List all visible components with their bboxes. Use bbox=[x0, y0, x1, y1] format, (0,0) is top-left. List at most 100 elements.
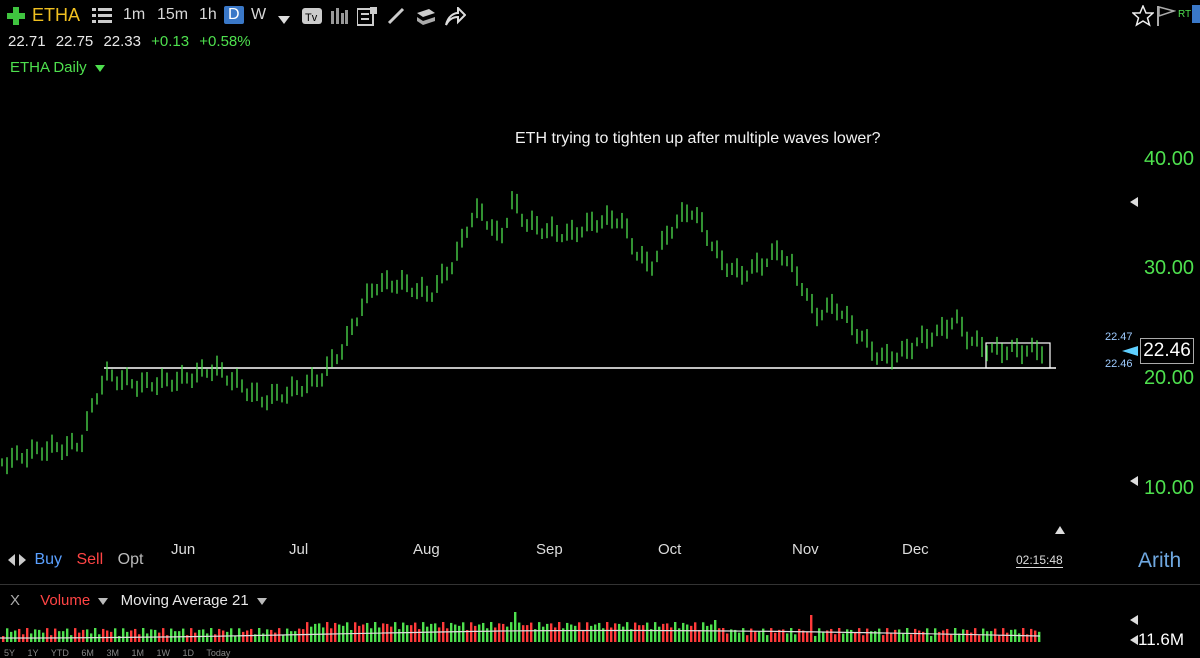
scale-mode-button[interactable]: Arith bbox=[1138, 549, 1182, 572]
indicators-icon[interactable] bbox=[330, 7, 348, 30]
add-study-icon[interactable] bbox=[356, 7, 377, 32]
volume-bar bbox=[514, 612, 517, 642]
volume-bar bbox=[818, 628, 821, 642]
chevron-down-icon[interactable] bbox=[278, 11, 290, 29]
volume-bar bbox=[626, 622, 629, 642]
range-3m[interactable]: 3M bbox=[106, 648, 119, 658]
volume-moving-average-line bbox=[0, 629, 1041, 639]
volume-bar bbox=[614, 623, 617, 642]
volume-bar bbox=[226, 631, 229, 642]
volume-bar bbox=[786, 633, 789, 642]
chevron-down-icon[interactable] bbox=[256, 598, 267, 605]
sell-button[interactable]: Sell bbox=[76, 551, 104, 568]
side-panel-tab[interactable] bbox=[1192, 5, 1200, 23]
scroll-arrows-icon[interactable] bbox=[8, 552, 26, 568]
volume-bar bbox=[302, 629, 305, 642]
volume-bar bbox=[62, 631, 65, 642]
volume-bar bbox=[366, 622, 369, 642]
volume-bar bbox=[846, 629, 849, 642]
timeframe-daily[interactable]: D bbox=[224, 6, 244, 24]
range-1w[interactable]: 1W bbox=[156, 648, 171, 658]
scale-marker-icon bbox=[1130, 476, 1138, 486]
range-1m[interactable]: 1M bbox=[131, 648, 144, 658]
panel-divider[interactable] bbox=[0, 584, 1200, 585]
volume-header: X Volume Moving Average 21 bbox=[10, 592, 267, 609]
volume-bar bbox=[802, 630, 805, 642]
volume-bar bbox=[774, 632, 777, 642]
consolidation-box bbox=[985, 342, 1051, 369]
chart-title: ETHA Daily bbox=[10, 59, 87, 76]
options-button[interactable]: Opt bbox=[117, 551, 144, 568]
volume-bar bbox=[690, 625, 693, 642]
volume-bar bbox=[934, 628, 937, 642]
volume-bar bbox=[778, 629, 781, 642]
volume-bar bbox=[26, 628, 29, 642]
volume-bar bbox=[866, 628, 869, 642]
timeframe-1h[interactable]: 1h bbox=[199, 6, 217, 23]
range-1d[interactable]: 1D bbox=[182, 648, 195, 658]
add-icon[interactable] bbox=[6, 6, 26, 31]
volume-bar bbox=[490, 622, 493, 642]
volume-bar bbox=[594, 624, 597, 642]
volume-bar bbox=[1038, 631, 1041, 642]
range-1y[interactable]: 1Y bbox=[27, 648, 39, 658]
range-6m[interactable]: 6M bbox=[81, 648, 94, 658]
volume-bar bbox=[1022, 628, 1025, 642]
quote-line: 22.71 22.75 22.33 +0.13 +0.58% bbox=[8, 33, 257, 50]
volume-bar bbox=[638, 625, 641, 642]
volume-bar bbox=[554, 627, 557, 642]
share-icon[interactable] bbox=[444, 5, 467, 32]
volume-bar bbox=[2, 636, 5, 642]
volume-bar bbox=[650, 629, 653, 642]
moving-average-label[interactable]: Moving Average 21 bbox=[120, 592, 249, 609]
volume-bar bbox=[294, 631, 297, 642]
volume-bar bbox=[86, 629, 89, 642]
volume-bar bbox=[706, 625, 709, 642]
price-change-pct: +0.58% bbox=[199, 33, 251, 50]
high-price: 22.75 bbox=[55, 33, 94, 50]
volume-bar bbox=[622, 626, 625, 642]
range-5y[interactable]: 5Y bbox=[4, 648, 16, 658]
volume-bar bbox=[38, 629, 41, 642]
range-today[interactable]: Today bbox=[206, 648, 231, 658]
volume-bar bbox=[898, 629, 901, 642]
volume-bar bbox=[518, 622, 521, 642]
scroll-up-icon bbox=[1055, 526, 1065, 534]
volume-bar bbox=[314, 623, 317, 642]
symbol-input[interactable]: ETHA bbox=[32, 5, 81, 25]
layouts-icon[interactable] bbox=[415, 7, 437, 30]
volume-bar bbox=[758, 631, 761, 642]
volume-bar bbox=[418, 629, 421, 642]
volume-bar bbox=[446, 628, 449, 642]
volume-bar bbox=[378, 627, 381, 642]
chart-type-icon[interactable]: Tv bbox=[302, 7, 322, 30]
volume-bar bbox=[754, 631, 757, 642]
volume-bar bbox=[130, 630, 133, 642]
watchlist-icon[interactable] bbox=[92, 7, 112, 30]
volume-bar bbox=[234, 635, 237, 642]
volume-bar bbox=[922, 631, 925, 642]
chart-annotation[interactable]: ETH trying to tighten up after multiple … bbox=[515, 130, 881, 147]
range-ytd[interactable]: YTD bbox=[50, 648, 69, 658]
favorite-star-icon[interactable] bbox=[1131, 4, 1155, 32]
price-chart[interactable] bbox=[0, 0, 1200, 585]
volume-bar bbox=[826, 630, 829, 642]
buy-button[interactable]: Buy bbox=[34, 551, 63, 568]
chart-title-dropdown[interactable]: ETHA Daily bbox=[10, 59, 105, 76]
volume-bar bbox=[106, 630, 109, 642]
flag-icon[interactable] bbox=[1156, 5, 1177, 32]
timeframe-weekly[interactable]: W bbox=[251, 6, 267, 23]
volume-bar bbox=[470, 622, 473, 642]
volume-bar bbox=[726, 633, 729, 642]
volume-bar bbox=[670, 627, 673, 642]
close-volume-button[interactable]: X bbox=[10, 592, 21, 609]
chevron-down-icon[interactable] bbox=[98, 598, 109, 605]
volume-bar bbox=[306, 622, 309, 642]
volume-bar bbox=[938, 631, 941, 642]
timeframe-15m[interactable]: 15m bbox=[157, 6, 189, 23]
draw-pencil-icon[interactable] bbox=[387, 7, 405, 30]
volume-chart[interactable] bbox=[0, 600, 1200, 658]
volume-bar bbox=[730, 629, 733, 642]
timeframe-1m[interactable]: 1m bbox=[123, 6, 146, 23]
volume-study-label[interactable]: Volume bbox=[40, 592, 91, 609]
